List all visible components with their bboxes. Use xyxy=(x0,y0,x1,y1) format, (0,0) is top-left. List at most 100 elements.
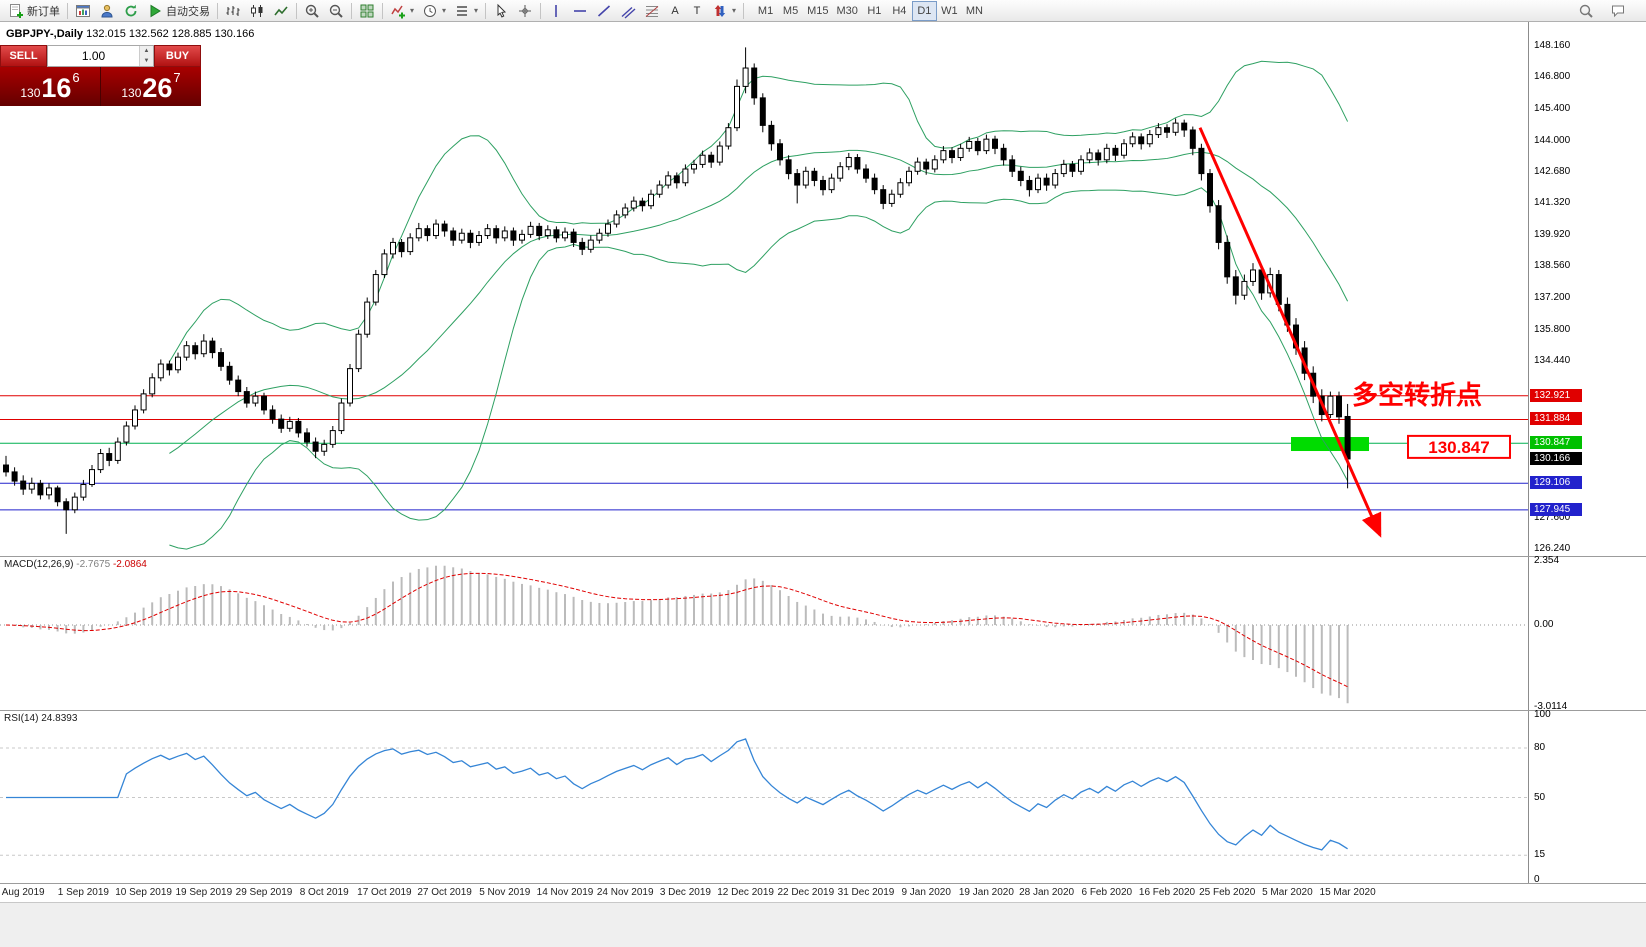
crosshair-button[interactable] xyxy=(513,1,537,21)
rsi-chart[interactable] xyxy=(0,711,1528,884)
time-axis-label: 6 Feb 2020 xyxy=(1081,887,1133,898)
toolbar-right-group xyxy=(1574,1,1642,21)
new-order-button-label: 新订单 xyxy=(27,5,60,18)
price-badge-130.847[interactable]: 130.847 xyxy=(1530,436,1582,450)
zoom-out-icon xyxy=(329,4,343,18)
timeframe-m5-button[interactable]: M5 xyxy=(778,1,803,21)
candle-chart-button[interactable] xyxy=(245,1,269,21)
trend-arrow[interactable] xyxy=(1198,127,1382,538)
time-axis-label: 31 Dec 2019 xyxy=(837,887,895,898)
rsi-name: RSI(14) xyxy=(4,713,39,724)
fibonacci-button[interactable] xyxy=(640,1,664,21)
chat-button[interactable] xyxy=(1606,1,1630,21)
indicators-button[interactable]: ▾ xyxy=(386,1,418,21)
horizontal-lines[interactable] xyxy=(0,395,1528,511)
navigator-button[interactable] xyxy=(119,1,143,21)
time-axis-label: 12 Dec 2019 xyxy=(717,887,774,898)
time-axis[interactable]: Aug 2019 1 Sep 2019 10 Sep 2019 19 Sep 2019… xyxy=(0,883,1646,902)
price-badge-129.106[interactable]: 129.106 xyxy=(1530,476,1582,490)
volume-down-button[interactable]: ▼ xyxy=(140,56,153,66)
macd-scale[interactable]: 2.354 0.00 -3.0114 xyxy=(1528,555,1646,712)
volume-spinner: ▲ ▼ xyxy=(139,46,153,66)
timeframe-h1-button[interactable]: H1 xyxy=(862,1,887,21)
toolbar-separator xyxy=(296,2,297,19)
timeframe-w1-button[interactable]: W1 xyxy=(937,1,962,21)
price-chart[interactable]: 多空转折点 130.847 xyxy=(0,22,1528,556)
buy-price-point: 7 xyxy=(173,70,181,85)
tile-windows-button[interactable] xyxy=(355,1,379,21)
volume-field[interactable]: 1.00 ▲ ▼ xyxy=(47,45,154,67)
macd-signal-line xyxy=(5,572,1348,688)
periods-button[interactable]: ▾ xyxy=(418,1,450,21)
ohlc-values: 132.015 132.562 128.885 130.166 xyxy=(86,28,255,40)
sell-price-display[interactable]: 130 16 6 xyxy=(0,67,101,106)
search-button[interactable] xyxy=(1574,1,1598,21)
volume-up-button[interactable]: ▲ xyxy=(140,46,153,56)
time-axis-label: 1 Sep 2019 xyxy=(57,887,109,898)
channel-icon xyxy=(621,6,636,19)
turning-point-annotation[interactable]: 多空转折点 xyxy=(1352,380,1482,411)
fibo-icon xyxy=(645,5,659,17)
label-button[interactable]: T xyxy=(686,1,708,21)
autotrading-button[interactable]: 自动交易 xyxy=(143,1,214,21)
templates-button[interactable]: ▾ xyxy=(450,1,482,21)
profiles-button[interactable] xyxy=(95,1,119,21)
macd-chart[interactable] xyxy=(0,557,1528,711)
vertical-line-button[interactable] xyxy=(544,1,568,21)
buy-button[interactable]: BUY xyxy=(154,45,201,67)
bar-chart-button[interactable] xyxy=(221,1,245,21)
macd-name: MACD(12,26,9) xyxy=(4,559,74,570)
price-badge-130.166[interactable]: 130.166 xyxy=(1530,451,1582,465)
toolbar-separator xyxy=(485,2,487,19)
new-order-button[interactable]: 新订单 xyxy=(4,1,64,21)
window-background xyxy=(0,902,1646,947)
sell-price-figure: 130 xyxy=(20,85,41,100)
line-icon xyxy=(274,5,288,15)
time-axis-label: 15 Mar 2020 xyxy=(1319,887,1376,898)
time-axis-label: 5 Mar 2020 xyxy=(1262,887,1313,898)
trendline-button[interactable] xyxy=(592,1,616,21)
hline-icon xyxy=(574,9,587,12)
support-zone-rectangle[interactable] xyxy=(1291,437,1369,452)
clock-icon xyxy=(424,4,437,17)
buy-price-display[interactable]: 130 26 7 xyxy=(101,67,201,106)
channel-button[interactable] xyxy=(616,1,640,21)
timeframe-toolbar: M1 M5 M15 M30 H1 H4 D1 W1 MN xyxy=(753,0,987,21)
price-scale-label: 145.400 xyxy=(1534,103,1571,115)
volume-value[interactable]: 1.00 xyxy=(81,49,106,63)
timeframe-mn-button[interactable]: MN xyxy=(962,1,987,21)
price-badge-127.945[interactable]: 127.945 xyxy=(1530,502,1582,516)
text-button[interactable]: A xyxy=(664,1,686,21)
cursor-button[interactable] xyxy=(489,1,513,21)
list-icon xyxy=(457,5,468,16)
timeframe-d1-button[interactable]: D1 xyxy=(911,0,937,21)
timeframe-m15-button[interactable]: M15 xyxy=(803,1,832,21)
time-axis-label: 25 Feb 2020 xyxy=(1199,887,1256,898)
zoom-in-button[interactable] xyxy=(300,1,324,21)
charts-button[interactable] xyxy=(71,1,95,21)
time-axis-label: Aug 2019 xyxy=(1,887,45,898)
timeframe-m1-button[interactable]: M1 xyxy=(753,1,778,21)
line-chart-button[interactable] xyxy=(269,1,293,21)
rsi-value: 24.8393 xyxy=(41,713,78,724)
toolbar: 新订单 自动交易 ▾ ▾ ▾ A T ▾ M1 M5 M15 M30 H1 H4 D1 W1 MN xyxy=(0,0,1646,22)
price-badge-132.921[interactable]: 132.921 xyxy=(1530,388,1582,402)
arrows-button[interactable]: ▾ xyxy=(708,1,740,21)
price-badge-131.884[interactable]: 131.884 xyxy=(1530,412,1582,426)
rsi-scale[interactable]: 100 80 50 15 0 xyxy=(1528,709,1646,885)
price-scale-label: 138.560 xyxy=(1534,260,1571,272)
macd-panel: MACD(12,26,9) -2.7675 -2.0864 2.354 0.00 -… xyxy=(0,555,1646,712)
price-callout-box[interactable] xyxy=(1407,434,1511,459)
price-scale[interactable]: 148.160 146.800 145.400 144.000 142.680 141.3… xyxy=(1528,22,1646,556)
sell-button[interactable]: SELL xyxy=(0,45,47,67)
crosshair-icon xyxy=(519,4,532,17)
timeframe-m30-button[interactable]: M30 xyxy=(832,1,861,21)
zoom-out-button[interactable] xyxy=(324,1,348,21)
timeframe-h4-button[interactable]: H4 xyxy=(887,1,912,21)
price-scale-label: 146.800 xyxy=(1534,71,1571,83)
time-axis-label: 19 Jan 2020 xyxy=(958,887,1014,898)
horizontal-line-button[interactable] xyxy=(568,1,592,21)
macd-scale-label: 0.00 xyxy=(1534,619,1554,631)
chart-ohlc-info: GBPJPY-,Daily 132.015 132.562 128.885 13… xyxy=(6,28,254,40)
price-scale-label: 126.240 xyxy=(1534,543,1571,554)
